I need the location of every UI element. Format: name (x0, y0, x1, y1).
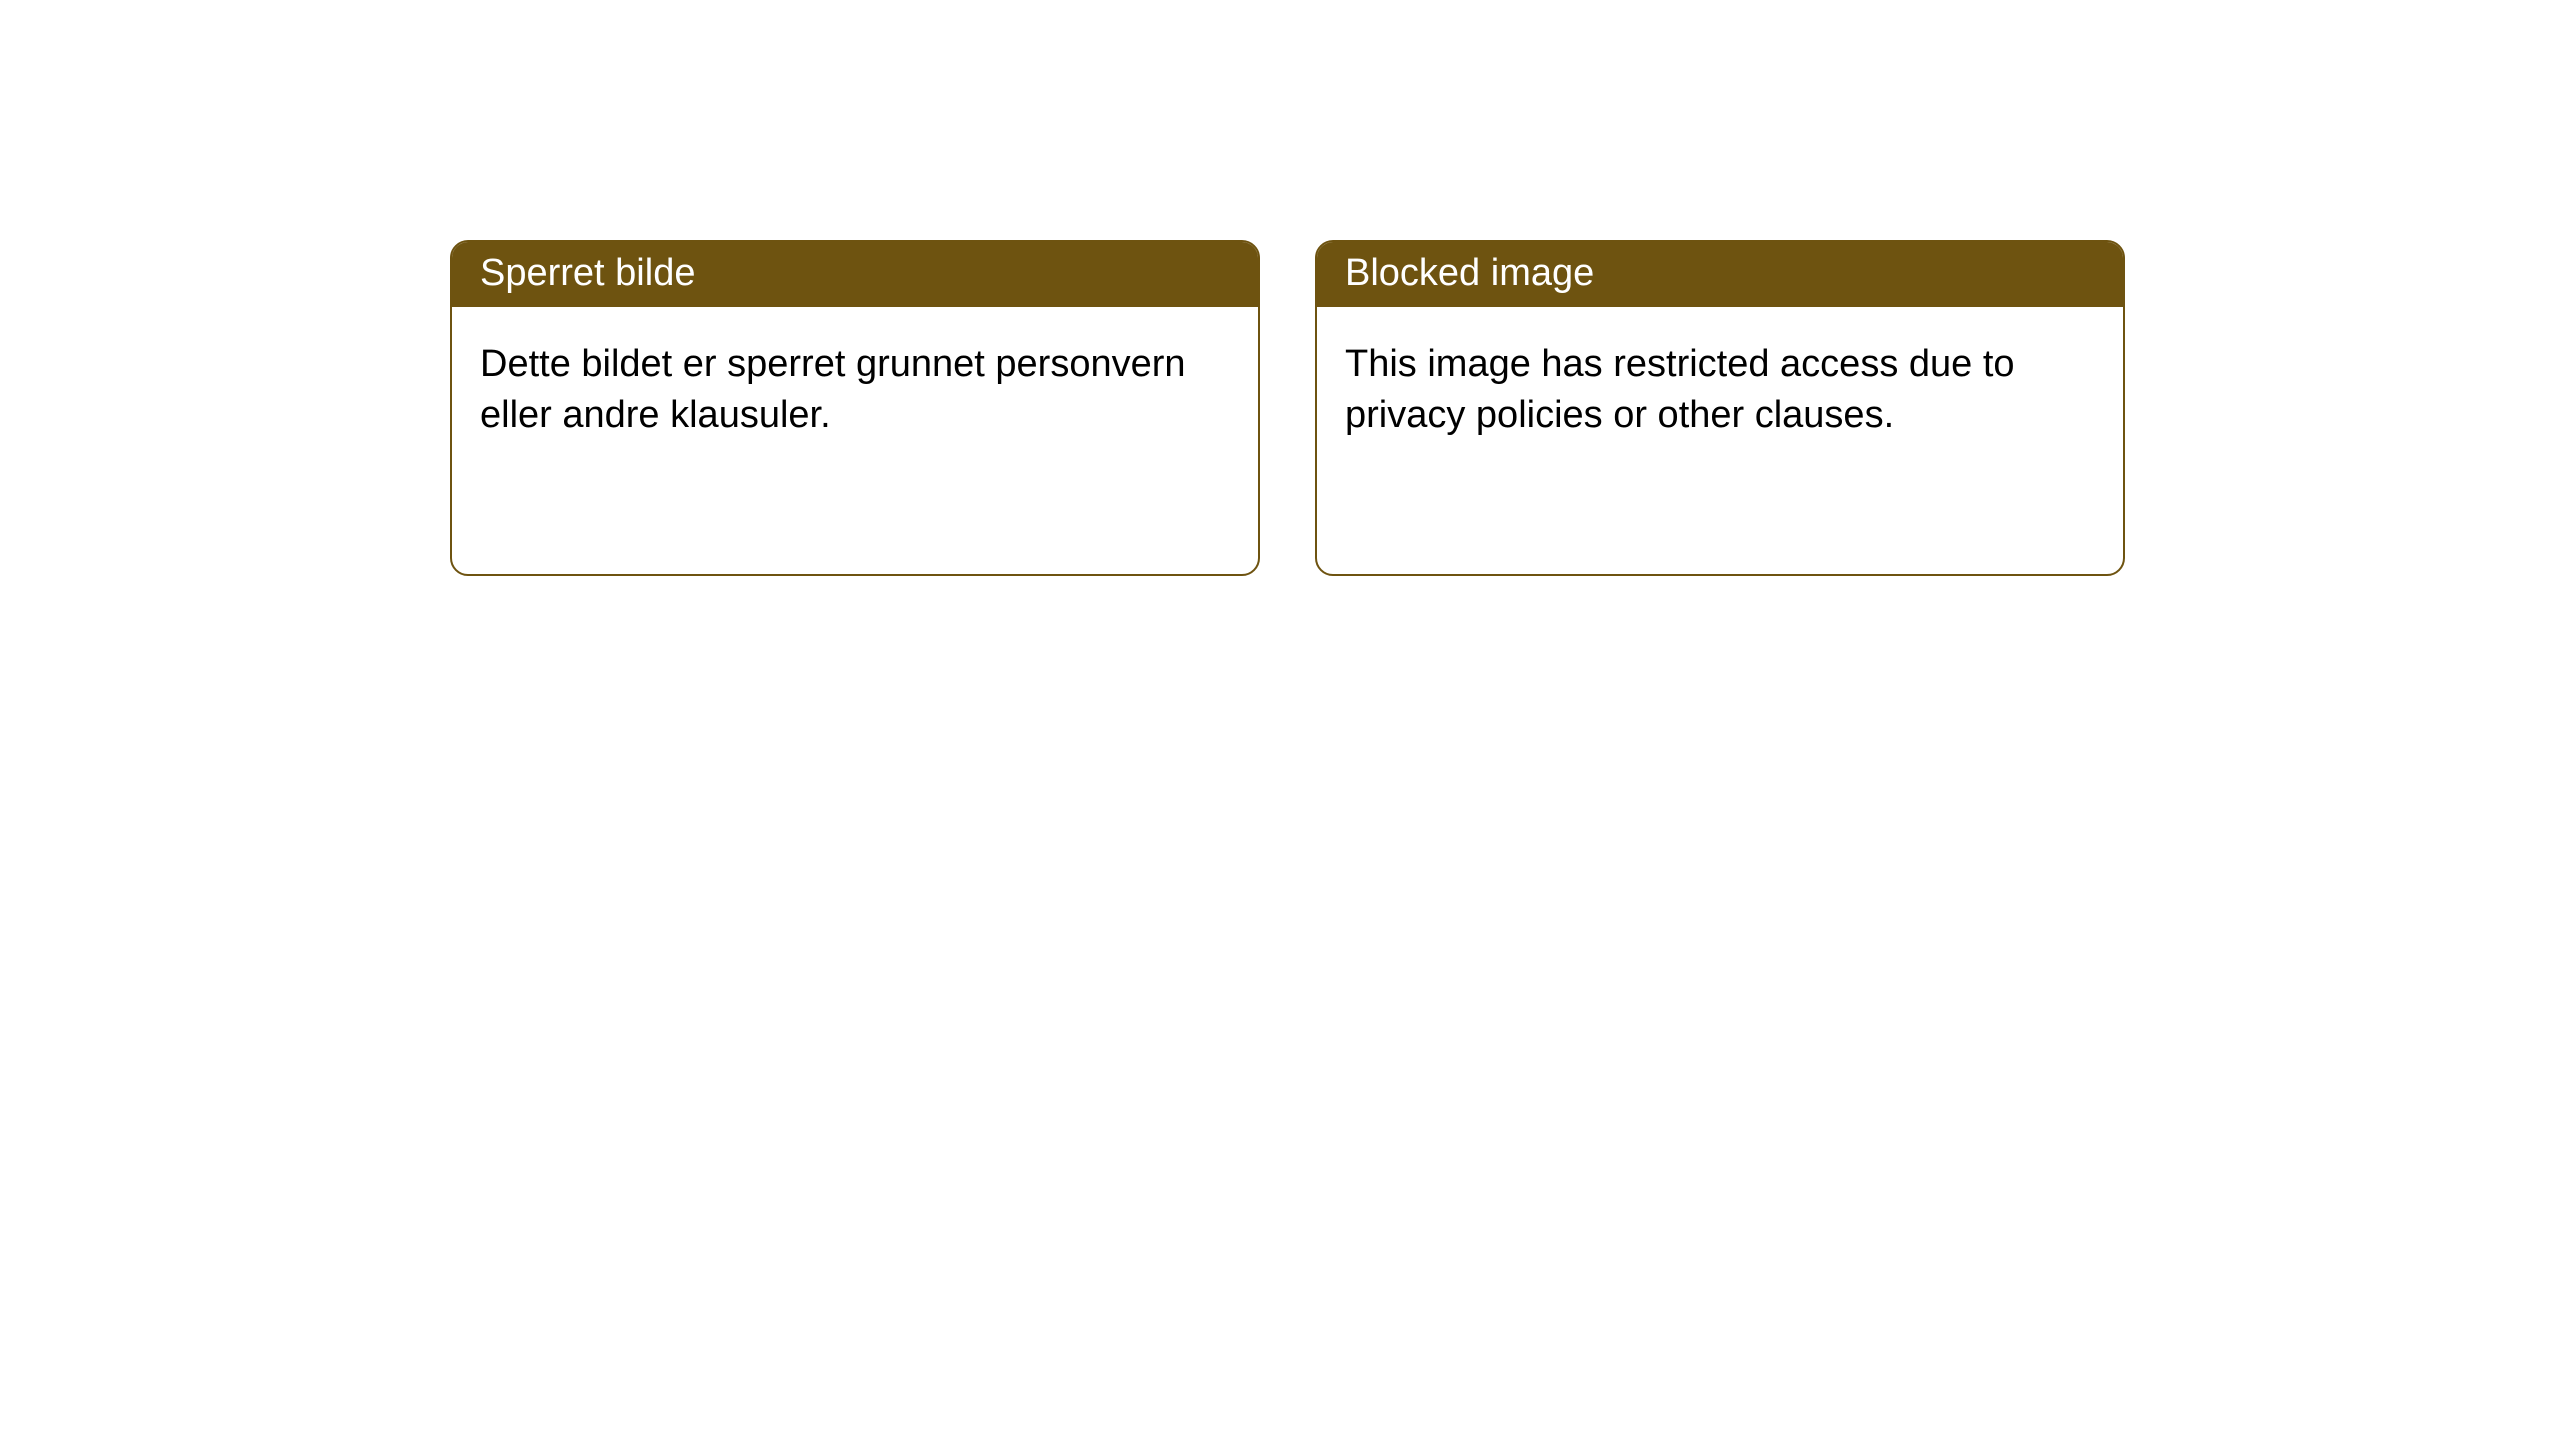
notice-container: Sperret bilde Dette bildet er sperret gr… (0, 0, 2560, 576)
notice-box-english: Blocked image This image has restricted … (1315, 240, 2125, 576)
notice-body-text: Dette bildet er sperret grunnet personve… (452, 307, 1258, 474)
notice-box-norwegian: Sperret bilde Dette bildet er sperret gr… (450, 240, 1260, 576)
notice-body-text: This image has restricted access due to … (1317, 307, 2123, 474)
notice-header-title: Blocked image (1317, 242, 2123, 307)
notice-header-title: Sperret bilde (452, 242, 1258, 307)
